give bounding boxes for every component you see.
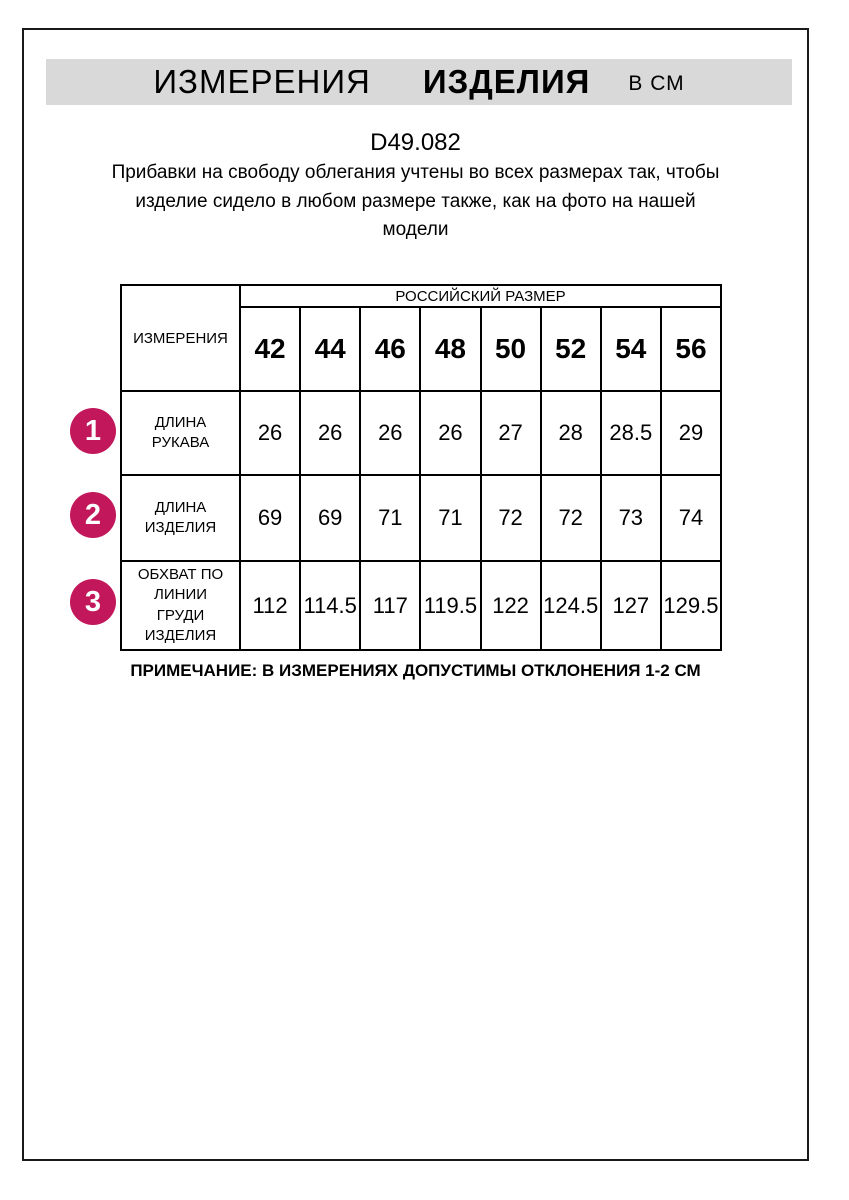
cell-value: 28.5 — [599, 390, 662, 476]
cell-value: 27 — [479, 390, 542, 476]
size-header: 52 — [539, 306, 602, 392]
page-title-product: ИЗДЕЛИЯ — [422, 63, 591, 100]
cell-value: 26 — [299, 390, 362, 476]
cell-value: 26 — [238, 390, 302, 476]
size-header: 44 — [299, 306, 362, 392]
title-band: ИЗМЕРЕНИЯ ИЗДЕЛИЯ В СМ — [46, 59, 792, 105]
cell-value: 29 — [659, 390, 723, 476]
size-table: ИЗМЕРЕНИЯ РОССИЙСКИЙ РАЗМЕР 42 44 46 48 … — [120, 284, 723, 651]
cell-value: 119.5 — [419, 560, 482, 651]
cell-value: 122 — [479, 560, 542, 651]
size-header: 42 — [238, 306, 302, 392]
row-label: ОБХВАТ ПО ЛИНИИ ГРУДИ ИЗДЕЛИЯ — [120, 560, 241, 651]
table-row-garment-length: ДЛИНА ИЗДЕЛИЯ 69 69 71 71 72 72 73 74 — [120, 474, 723, 562]
row-number-badge-1: 1 — [70, 408, 116, 454]
cell-value: 72 — [479, 474, 542, 562]
page-border-frame: ИЗМЕРЕНИЯ ИЗДЕЛИЯ В СМ D49.082 Прибавки … — [22, 28, 809, 1161]
table-row: 42 44 46 48 50 52 54 56 — [121, 306, 723, 392]
size-header: 50 — [479, 306, 542, 392]
row-number-badge-3: 3 — [70, 579, 116, 625]
table-row-sleeve-length: ДЛИНА РУКАВА 26 26 26 26 27 28 28.5 29 — [120, 390, 723, 476]
row-number-badge-2: 2 — [70, 492, 116, 538]
page-title-units: В СМ — [628, 72, 685, 95]
product-code: D49.082 — [370, 129, 461, 156]
table-row-chest-girth: ОБХВАТ ПО ЛИНИИ ГРУДИ ИЗДЕЛИЯ 112 114.5 … — [120, 560, 723, 651]
cell-value: 129.5 — [659, 560, 723, 651]
cell-value: 124.5 — [539, 560, 602, 651]
cell-value: 26 — [359, 390, 422, 476]
cell-value: 69 — [299, 474, 362, 562]
cell-value: 28 — [539, 390, 602, 476]
cell-value: 72 — [539, 474, 602, 562]
cell-value: 117 — [359, 560, 422, 651]
cell-value: 26 — [419, 390, 482, 476]
table-row: ИЗМЕРЕНИЯ РОССИЙСКИЙ РАЗМЕР — [120, 284, 723, 392]
cell-value: 69 — [238, 474, 302, 562]
note-text: ПРИМЕЧАНИЕ: В ИЗМЕРЕНИЯХ ДОПУСТИМЫ ОТКЛО… — [130, 661, 701, 680]
cell-value: 71 — [359, 474, 422, 562]
product-description: Прибавки на свободу облегания учтены во … — [111, 162, 720, 240]
size-header: 46 — [359, 306, 422, 392]
size-table-section: 1 2 3 ИЗМЕРЕНИЯ РОССИЙСКИЙ РАЗМЕР 42 44 … — [70, 284, 723, 651]
row-label: ДЛИНА РУКАВА — [120, 390, 241, 476]
size-header: 54 — [599, 306, 662, 392]
row-label: ДЛИНА ИЗДЕЛИЯ — [120, 474, 241, 562]
cell-value: 71 — [419, 474, 482, 562]
cell-value: 73 — [599, 474, 662, 562]
size-header: 48 — [419, 306, 482, 392]
cell-value: 114.5 — [299, 560, 362, 651]
size-header: 56 — [659, 306, 723, 392]
column-header-russian-size: РОССИЙСКИЙ РАЗМЕР — [238, 284, 723, 308]
page-title-measurements: ИЗМЕРЕНИЯ — [153, 63, 371, 100]
cell-value: 74 — [659, 474, 723, 562]
cell-value: 127 — [599, 560, 662, 651]
cell-value: 112 — [238, 560, 302, 651]
column-header-measurements: ИЗМЕРЕНИЯ — [120, 284, 241, 392]
